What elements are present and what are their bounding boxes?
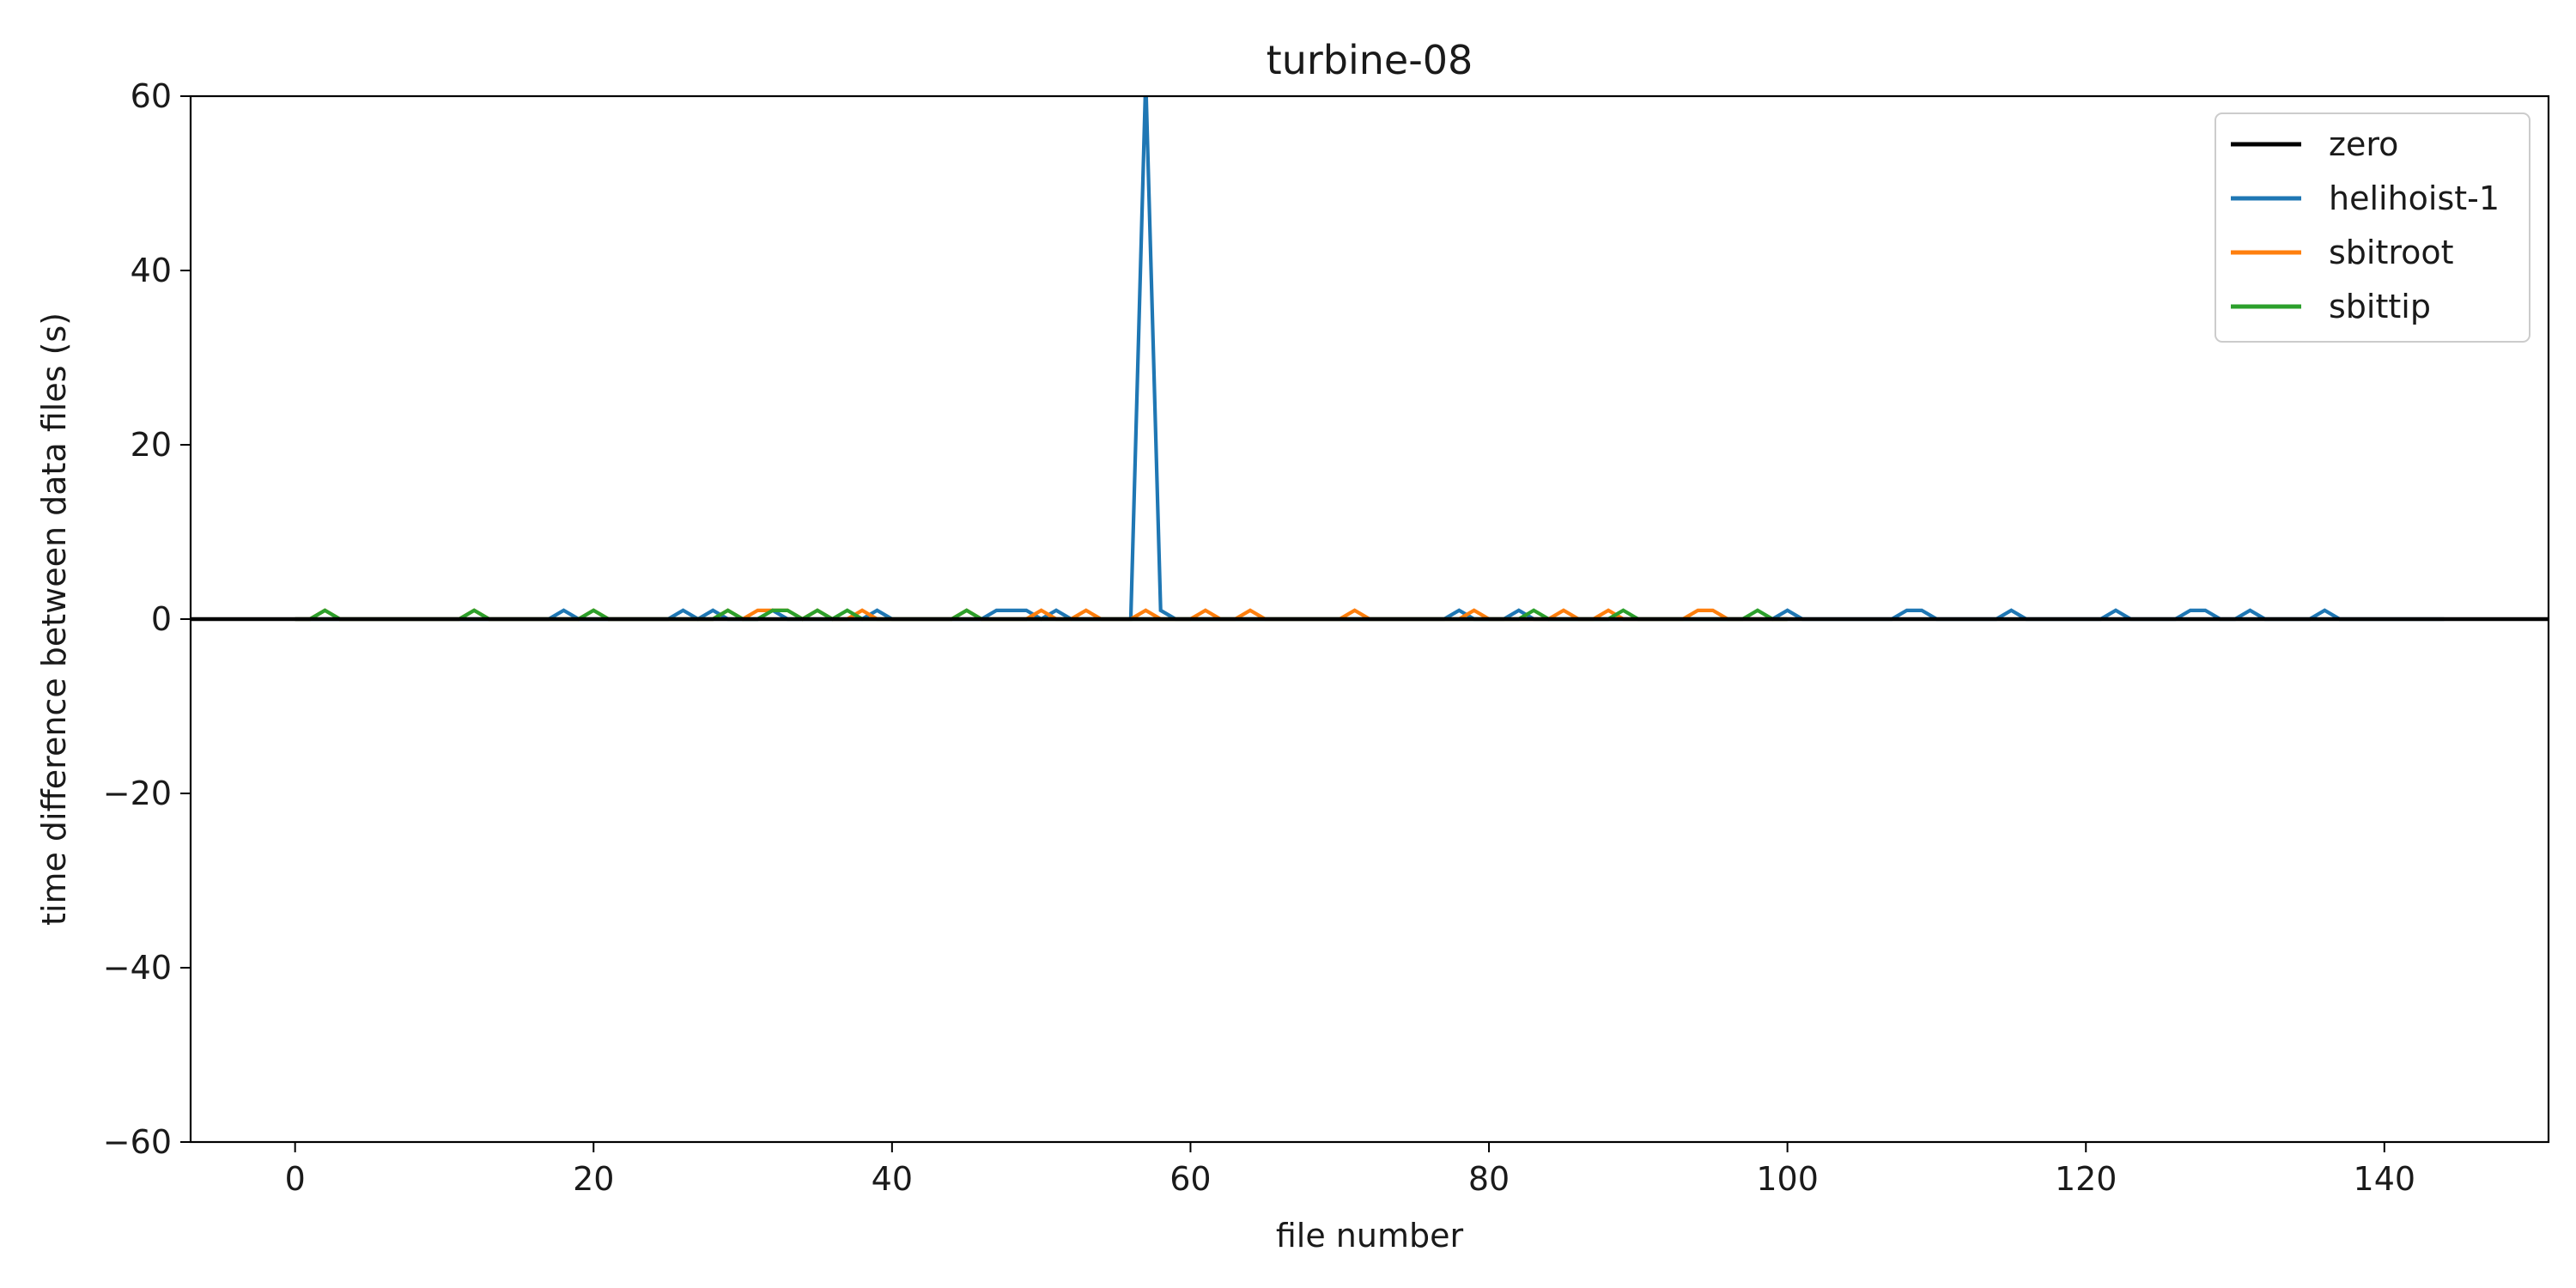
- y-tick-label: −60: [103, 1123, 172, 1161]
- x-tick-label: 40: [872, 1160, 913, 1198]
- x-tick-label: 20: [573, 1160, 614, 1198]
- x-tick-label: 120: [2055, 1160, 2117, 1198]
- legend-label-sbittip: sbittip: [2329, 288, 2431, 325]
- x-tick-label: 140: [2354, 1160, 2416, 1198]
- y-tick-label: 20: [131, 426, 172, 464]
- x-tick-label: 0: [285, 1160, 306, 1198]
- legend: zero helihoist-1 sbitroot sbittip: [2215, 112, 2530, 343]
- series-line-sbittip: [295, 608, 1788, 622]
- y-axis: −60 −40 −20 0 20 40 60: [103, 77, 191, 1161]
- y-tick-label: −20: [103, 775, 172, 812]
- y-tick-label: 0: [151, 600, 172, 638]
- series-layer: [191, 96, 2549, 622]
- chart-title: turbine-08: [1267, 37, 1473, 83]
- x-axis-label: file number: [1276, 1217, 1464, 1255]
- x-tick-label: 80: [1468, 1160, 1510, 1198]
- legend-label-zero: zero: [2329, 125, 2398, 163]
- x-axis: 0 20 40 60 80 100 120 140: [285, 1142, 2416, 1198]
- legend-label-helihoist-1: helihoist-1: [2329, 179, 2500, 217]
- y-tick-label: 40: [131, 252, 172, 289]
- series-line-helihoist-1: [295, 96, 2445, 622]
- x-tick-label: 60: [1170, 1160, 1211, 1198]
- x-tick-label: 100: [1756, 1160, 1819, 1198]
- y-tick-label: 60: [131, 77, 172, 115]
- legend-label-sbitroot: sbitroot: [2329, 234, 2454, 271]
- y-tick-label: −40: [103, 949, 172, 987]
- legend-box: [2215, 112, 2530, 343]
- y-axis-label: time difference between data files (s): [35, 313, 73, 926]
